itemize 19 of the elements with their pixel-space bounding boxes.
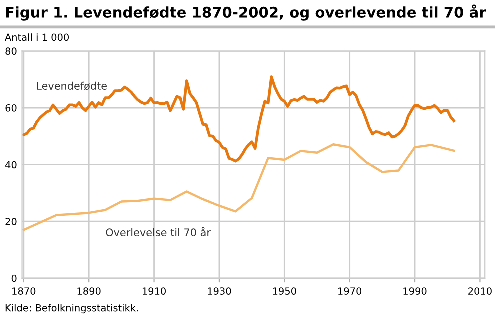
x-tick-label: 1950: [273, 288, 296, 295]
x-tick-label: 1990: [404, 288, 427, 295]
series-label: Levendefødte: [37, 82, 107, 90]
line-series: [22, 76, 456, 163]
text: Kilde: Befolkningsstatistikk.: [6, 304, 138, 314]
series-label: Overlevelse til 70 år: [106, 227, 211, 237]
y-tick-label: 40: [6, 161, 17, 169]
x-tick-label: 1910: [142, 288, 166, 295]
y-tick-label: 80: [6, 48, 17, 56]
x-tick-label: 1930: [208, 288, 232, 295]
y-tick-label: 60: [6, 104, 17, 112]
y-tick-label: 0: [12, 274, 17, 282]
x-tick-label: 2010: [468, 288, 492, 295]
y-axis-title: Antall i 1 000: [5, 34, 70, 42]
x-tick-label: 1890: [78, 288, 101, 295]
chart-title: Figur 1. Levendefødte 1870-2002, og overlevende til 70 år: [6, 4, 486, 21]
y-tick-label: 20: [6, 218, 17, 226]
x-tick-label: 1970: [338, 288, 362, 295]
x-tick-label: 1870: [12, 288, 36, 295]
